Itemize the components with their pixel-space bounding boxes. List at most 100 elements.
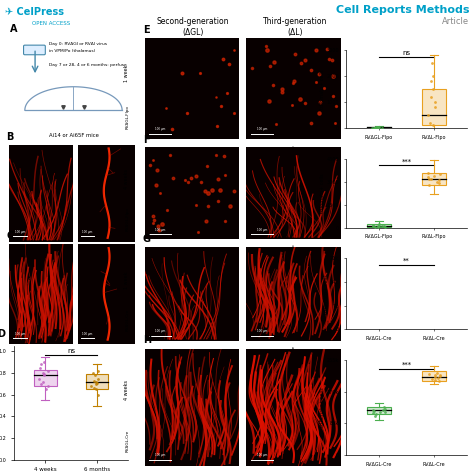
Point xyxy=(370,407,378,415)
Point xyxy=(91,372,99,379)
Text: 100 μm: 100 μm xyxy=(82,332,93,336)
Point xyxy=(369,124,376,131)
Text: Article: Article xyxy=(442,17,469,26)
Y-axis label: tdTomato+ cells: tdTomato+ cells xyxy=(324,274,328,314)
Point xyxy=(40,370,48,378)
Point xyxy=(94,375,101,383)
Point xyxy=(36,364,44,372)
Point xyxy=(92,380,100,388)
Y-axis label: tdTomato+ cells: tdTomato+ cells xyxy=(320,173,325,213)
Point xyxy=(369,221,376,229)
Point xyxy=(430,172,438,179)
Point xyxy=(371,223,379,230)
Point xyxy=(40,372,48,379)
Point xyxy=(431,376,439,384)
Point xyxy=(375,222,383,229)
Bar xyxy=(367,407,391,414)
Y-axis label: tdTomato+ cells: tdTomato+ cells xyxy=(320,388,326,428)
Point xyxy=(374,123,382,131)
Point xyxy=(87,383,95,390)
Text: 100 μm: 100 μm xyxy=(257,228,267,232)
Point xyxy=(429,49,437,56)
Text: F: F xyxy=(143,135,149,145)
Point xyxy=(371,412,379,420)
Text: **: ** xyxy=(403,258,410,264)
Point xyxy=(44,367,52,375)
Point xyxy=(428,375,436,383)
Text: C: C xyxy=(6,231,14,241)
Bar xyxy=(367,120,391,154)
Point xyxy=(424,111,431,119)
Text: ***: *** xyxy=(401,158,411,164)
Text: Day 0: RVΔGl or RVΔl virus: Day 0: RVΔGl or RVΔl virus xyxy=(49,42,107,46)
Bar xyxy=(34,370,56,386)
Point xyxy=(42,385,49,393)
Text: 1 week: 1 week xyxy=(125,271,129,289)
Point xyxy=(431,98,438,106)
Point xyxy=(95,367,102,375)
Point xyxy=(373,124,380,131)
Text: RVΔL-Cre: RVΔL-Cre xyxy=(292,472,296,474)
Text: (ΔL): (ΔL) xyxy=(287,28,303,37)
Point xyxy=(382,405,389,412)
Text: Day 7 or 28, 4 or 6 months: perfuse: Day 7 or 28, 4 or 6 months: perfuse xyxy=(49,64,127,67)
Point xyxy=(381,223,389,231)
Point xyxy=(370,406,377,413)
Point xyxy=(39,369,46,377)
Point xyxy=(427,28,435,36)
Point xyxy=(429,72,437,80)
Bar xyxy=(422,372,446,381)
Point xyxy=(374,124,382,132)
Text: RVΔL-Cre: 6 months: RVΔL-Cre: 6 months xyxy=(0,273,2,314)
Text: ✈ CelPress: ✈ CelPress xyxy=(5,7,64,17)
Point xyxy=(434,374,442,382)
Point xyxy=(371,164,379,171)
Text: Second-generation: Second-generation xyxy=(157,17,229,26)
Point xyxy=(371,124,379,131)
Point xyxy=(44,383,51,390)
Point xyxy=(426,55,433,63)
Point xyxy=(90,369,97,377)
Text: (ΔGL): (ΔGL) xyxy=(182,28,204,37)
Point xyxy=(375,221,383,228)
Point xyxy=(370,124,377,131)
Text: Cell Reports Methods: Cell Reports Methods xyxy=(336,5,469,15)
Point xyxy=(427,46,434,53)
Text: 100 μm: 100 μm xyxy=(15,230,25,234)
Point xyxy=(373,116,380,124)
Point xyxy=(433,59,440,66)
Text: 4 weeks: 4 weeks xyxy=(125,169,129,190)
Point xyxy=(378,130,386,137)
Point xyxy=(92,378,100,385)
Text: G: G xyxy=(143,234,151,244)
Point xyxy=(91,377,98,384)
FancyBboxPatch shape xyxy=(24,45,46,55)
Point xyxy=(93,379,101,387)
Bar xyxy=(422,89,446,126)
Point xyxy=(426,181,433,189)
Point xyxy=(429,85,437,93)
Point xyxy=(431,373,438,381)
Point xyxy=(92,385,100,393)
Text: OPEN ACCESS: OPEN ACCESS xyxy=(32,21,71,26)
Point xyxy=(373,410,380,418)
Point xyxy=(436,176,443,184)
Point xyxy=(428,59,436,67)
Point xyxy=(430,62,438,70)
Point xyxy=(427,77,435,85)
Point xyxy=(380,223,387,230)
Bar xyxy=(422,173,446,185)
Text: Third-generation: Third-generation xyxy=(263,17,327,26)
Text: RVΔGL-Cre: RVΔGL-Cre xyxy=(126,309,129,331)
Text: ***: *** xyxy=(401,362,411,368)
Point xyxy=(424,173,431,181)
Point xyxy=(95,391,102,399)
Text: 100 μm: 100 μm xyxy=(257,128,267,131)
Point xyxy=(39,378,47,385)
Bar xyxy=(86,374,109,389)
Text: D: D xyxy=(0,329,5,339)
Text: A: A xyxy=(9,25,17,35)
Point xyxy=(37,361,45,368)
Point xyxy=(40,358,48,366)
Point xyxy=(90,384,98,392)
